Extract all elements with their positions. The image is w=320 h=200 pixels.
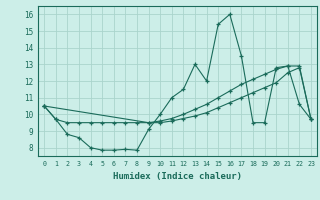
X-axis label: Humidex (Indice chaleur): Humidex (Indice chaleur) xyxy=(113,172,242,181)
